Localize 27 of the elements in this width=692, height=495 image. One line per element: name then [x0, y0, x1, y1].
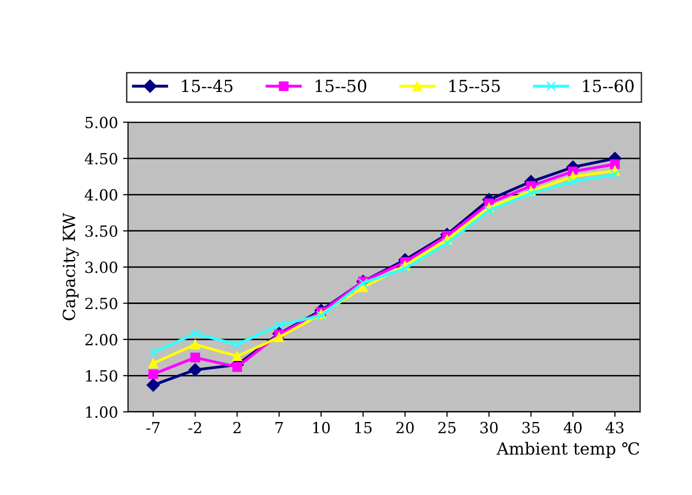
y-axis-title: Capacity KW	[62, 212, 79, 320]
y-tick-label: 4.50	[84, 152, 118, 164]
y-tick-label: 3.50	[85, 225, 118, 237]
y-tick-label: 2.50	[85, 298, 118, 310]
x-tick-label: 43	[606, 422, 624, 434]
x-tick-label: 15	[355, 422, 372, 434]
x-tick-label: 2	[233, 422, 241, 434]
x-tick-label: 20	[396, 422, 414, 434]
y-tick-label: 5.00	[86, 116, 118, 128]
x-tick-label: 10	[313, 422, 330, 434]
x-tick-label: -7	[146, 422, 160, 434]
legend-label: 15--45	[182, 80, 232, 92]
x-tick-label: 7	[276, 422, 283, 434]
x-tick-label: 40	[564, 422, 582, 434]
legend-label: 15--55	[449, 80, 500, 92]
x-tick-label: -2	[188, 422, 202, 434]
y-tick-label: 1.50	[86, 370, 118, 382]
y-tick-label: 3.00	[85, 262, 118, 274]
legend-label: 15--60	[583, 80, 634, 92]
legend-label: 15--50	[316, 80, 366, 92]
x-tick-label: 30	[480, 422, 498, 434]
y-tick-label: 4.00	[84, 189, 118, 201]
y-tick-label: 1.00	[86, 406, 118, 418]
x-tick-label: 35	[522, 422, 540, 434]
x-tick-label: 25	[438, 422, 456, 434]
x-axis-title: Ambient temp ℃	[496, 442, 640, 458]
y-tick-label: 2.00	[85, 334, 118, 346]
